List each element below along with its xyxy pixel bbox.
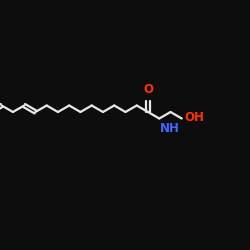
Text: OH: OH: [185, 111, 205, 124]
Text: O: O: [143, 83, 153, 96]
Text: NH: NH: [160, 122, 180, 134]
